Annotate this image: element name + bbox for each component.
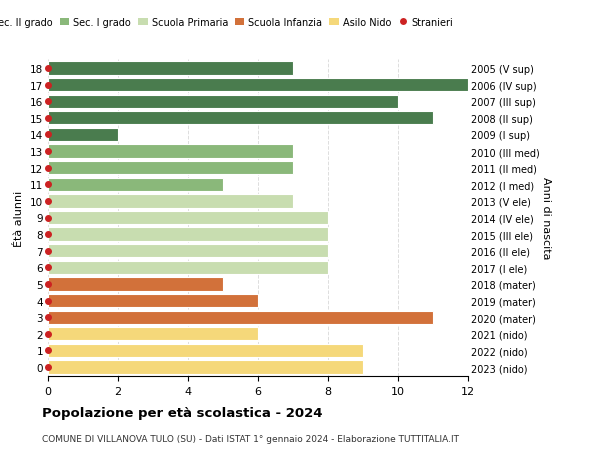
Text: Popolazione per età scolastica - 2024: Popolazione per età scolastica - 2024 bbox=[42, 406, 323, 419]
Bar bbox=[48, 278, 223, 291]
Bar bbox=[48, 361, 363, 374]
Text: COMUNE DI VILLANOVA TULO (SU) - Dati ISTAT 1° gennaio 2024 - Elaborazione TUTTIT: COMUNE DI VILLANOVA TULO (SU) - Dati IST… bbox=[42, 434, 459, 443]
Bar bbox=[48, 245, 328, 258]
Bar bbox=[48, 195, 293, 208]
Bar bbox=[48, 228, 328, 241]
Bar bbox=[48, 261, 328, 274]
Bar bbox=[48, 327, 258, 341]
Bar bbox=[48, 212, 328, 224]
Y-axis label: Étà alunni: Étà alunni bbox=[14, 190, 25, 246]
Bar bbox=[48, 178, 223, 191]
Bar bbox=[48, 311, 433, 324]
Y-axis label: Anni di nascita: Anni di nascita bbox=[541, 177, 551, 259]
Bar bbox=[48, 112, 433, 125]
Bar bbox=[48, 129, 118, 142]
Legend: Sec. II grado, Sec. I grado, Scuola Primaria, Scuola Infanzia, Asilo Nido, Stran: Sec. II grado, Sec. I grado, Scuola Prim… bbox=[0, 14, 457, 32]
Bar bbox=[48, 95, 398, 109]
Bar bbox=[48, 344, 363, 357]
Bar bbox=[48, 294, 258, 308]
Bar bbox=[48, 79, 468, 92]
Bar bbox=[48, 145, 293, 158]
Bar bbox=[48, 162, 293, 175]
Bar bbox=[48, 62, 293, 75]
